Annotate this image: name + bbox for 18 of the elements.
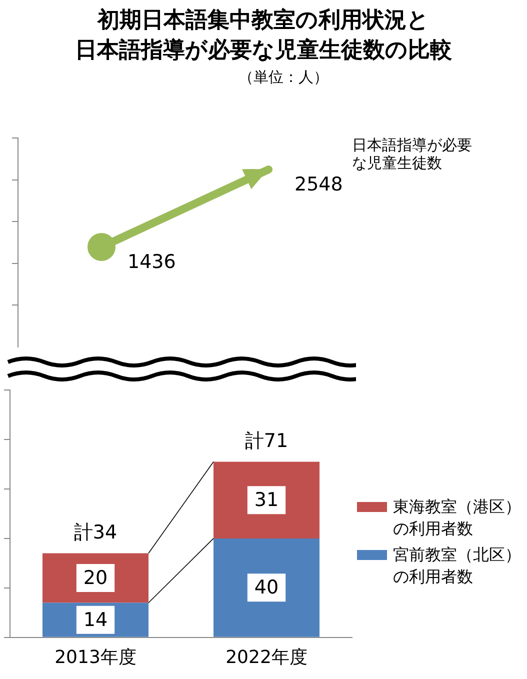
legend-label: 東海教室（港区）の利用者数 xyxy=(393,496,522,540)
data-label: 1436 xyxy=(128,250,176,273)
data-label: 20 xyxy=(83,566,108,589)
data-label: 14 xyxy=(83,608,108,631)
bar xyxy=(213,538,320,637)
legend-label: 宮前教室（北区）の利用者数 xyxy=(393,544,522,588)
total-label: 計71 xyxy=(244,430,288,452)
text: （単位：人） xyxy=(238,68,330,87)
data-label: 40 xyxy=(254,576,279,599)
bar xyxy=(213,462,320,538)
x-tick-label: 2013年度 xyxy=(54,646,136,668)
data-label: 2548 xyxy=(294,173,343,196)
total-label: 計34 xyxy=(74,522,118,544)
x-tick-label: 2022年度 xyxy=(226,646,308,668)
chart-title: 初期日本語集中教室の利用状況と xyxy=(96,6,430,35)
chart-subtitle: 日本語指導が必要な児童生徒数の比較 xyxy=(74,36,453,65)
text: 日本語指導が必要な児童生徒数 xyxy=(352,136,473,172)
data-label: 31 xyxy=(254,489,279,512)
